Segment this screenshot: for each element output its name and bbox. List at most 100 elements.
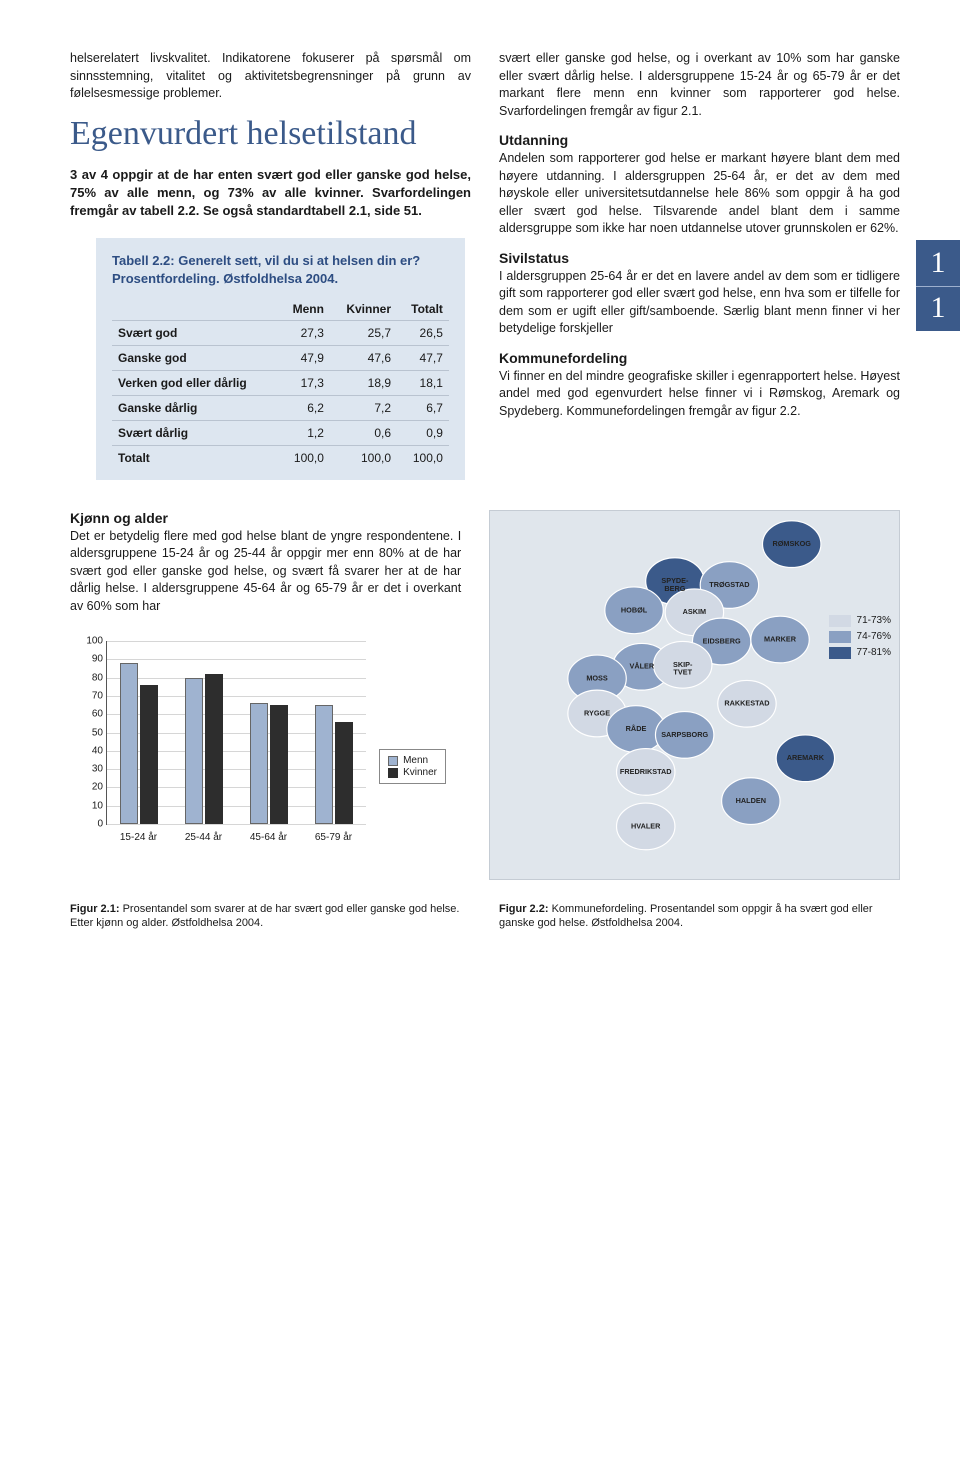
municipality-label: HALDEN [736,796,766,805]
municipality-label: SKIP-TVET [673,659,693,676]
lower-right-column: RØMSKOG SPYDE-BERG TRØGSTAD HOBØL ASKIM EIDSB… [489,510,900,880]
x-tick-label: 65-79 år [315,832,352,843]
fig21-text: Prosentandel som svarer at de har svært … [70,903,459,929]
municipality-label: SPYDE-BERG [662,576,690,593]
table-cell: 100,0 [279,445,330,470]
bar-group [115,641,163,824]
map-legend-label: 74-76% [857,631,891,642]
bar [185,678,203,824]
table-cell: 6,2 [279,395,330,420]
bar [270,705,288,824]
x-tick-label: 25-44 år [185,832,222,843]
municipality-label: ASKIM [683,607,706,616]
table-cell: 17,3 [279,370,330,395]
table-row: Ganske god47,947,647,7 [112,345,449,370]
table-cell: 27,3 [279,320,330,345]
municipality-label: AREMARK [787,753,825,762]
table-row: Ganske dårlig6,27,26,7 [112,395,449,420]
table-cell: 25,7 [330,320,397,345]
table-cell: Ganske god [112,345,279,370]
map-legend-label: 71-73% [857,615,891,626]
table-cell: 0,9 [397,420,449,445]
table-cell: 100,0 [397,445,449,470]
bar [335,722,353,824]
sivilstatus-heading: Sivilstatus [499,250,900,266]
table-cell: Svært god [112,320,279,345]
table-cell: 47,7 [397,345,449,370]
bar [315,705,333,824]
left-lead-paragraph: 3 av 4 oppgir at de har enten svært god … [70,166,471,221]
bar [120,663,138,824]
municipality-label: TRØGSTAD [709,580,749,589]
data-table: MennKvinnerTotalt Svært god27,325,726,5G… [112,298,449,470]
table-header: Menn [279,298,330,321]
municipality-label: FREDRIKSTAD [620,766,672,775]
kommune-text: Vi finner en del mindre geografiske skil… [499,368,900,421]
bar [250,703,268,824]
utdanning-text: Andelen som rapporterer god helse er mar… [499,150,900,238]
municipality-label: EIDSBERG [703,636,741,645]
municipality-label: MOSS [587,673,609,682]
y-tick-label: 0 [77,819,103,830]
table-box: Tabell 2.2: Generelt sett, vil du si at … [96,238,465,479]
table-cell: Svært dårlig [112,420,279,445]
y-tick-label: 40 [77,745,103,756]
municipality-label: RØMSKOG [773,539,812,548]
legend-swatch-menn [388,756,398,766]
chapter-tab: 1 1 [916,240,960,331]
table-row: Svært dårlig1,20,60,9 [112,420,449,445]
map: RØMSKOG SPYDE-BERG TRØGSTAD HOBØL ASKIM EIDSB… [489,510,900,880]
utdanning-heading: Utdanning [499,132,900,148]
table-cell: 6,7 [397,395,449,420]
table-row: Verken god eller dårlig17,318,918,1 [112,370,449,395]
bar-group [245,641,293,824]
table-cell: 100,0 [330,445,397,470]
fig21-caption: Figur 2.1: Prosentandel som svarer at de… [70,902,471,931]
y-tick-label: 30 [77,764,103,775]
bar-chart: 0102030405060708090100 15-24 år25-44 år4… [70,633,450,853]
legend-swatch-kvinner [388,768,398,778]
legend-label-kvinner: Kvinner [403,767,437,778]
municipality-label: VÅLER [630,661,655,670]
map-svg: RØMSKOG SPYDE-BERG TRØGSTAD HOBØL ASKIM EIDSB… [490,511,899,879]
bar [205,674,223,824]
map-legend-swatch [829,631,851,643]
map-legend: 71-73%74-76%77-81% [829,611,891,663]
table-cell: 0,6 [330,420,397,445]
bar-group [180,641,228,824]
y-tick-label: 90 [77,654,103,665]
map-legend-swatch [829,647,851,659]
intro-paragraph: helserelatert livskvalitet. Indikatorene… [70,50,471,103]
top-columns: helserelatert livskvalitet. Indikatorene… [70,50,900,480]
table-header: Kvinner [330,298,397,321]
table-cell: Verken god eller dårlig [112,370,279,395]
x-tick-label: 45-64 år [250,832,287,843]
tab-top: 1 [916,246,960,287]
municipality-label: HVALER [631,821,661,830]
table-cell: Ganske dårlig [112,395,279,420]
y-tick-label: 10 [77,800,103,811]
table-cell: Totalt [112,445,279,470]
map-legend-swatch [829,615,851,627]
right-para-1: svært eller ganske god helse, og i overk… [499,50,900,120]
caption-row: Figur 2.1: Prosentandel som svarer at de… [70,894,900,931]
table-cell: 47,9 [279,345,330,370]
municipality-label: RAKKESTAD [725,698,770,707]
table-cell: 47,6 [330,345,397,370]
municipality-label: SARPSBORG [661,729,708,738]
kjonn-heading: Kjønn og alder [70,510,461,526]
table-cell: 26,5 [397,320,449,345]
fig22-label: Figur 2.2: [499,903,549,915]
left-column: helserelatert livskvalitet. Indikatorene… [70,50,471,480]
chart-legend: Menn Kvinner [379,749,446,784]
tab-bottom: 1 [916,287,960,325]
x-tick-label: 15-24 år [120,832,157,843]
municipality-label: HOBØL [621,605,648,614]
page-title: Egenvurdert helsetilstand [70,115,471,152]
bar [140,685,158,824]
y-tick-label: 60 [77,709,103,720]
table-header [112,298,279,321]
kjonn-text: Det er betydelig flere med god helse bla… [70,528,461,616]
y-tick-label: 80 [77,672,103,683]
legend-label-menn: Menn [403,755,428,766]
